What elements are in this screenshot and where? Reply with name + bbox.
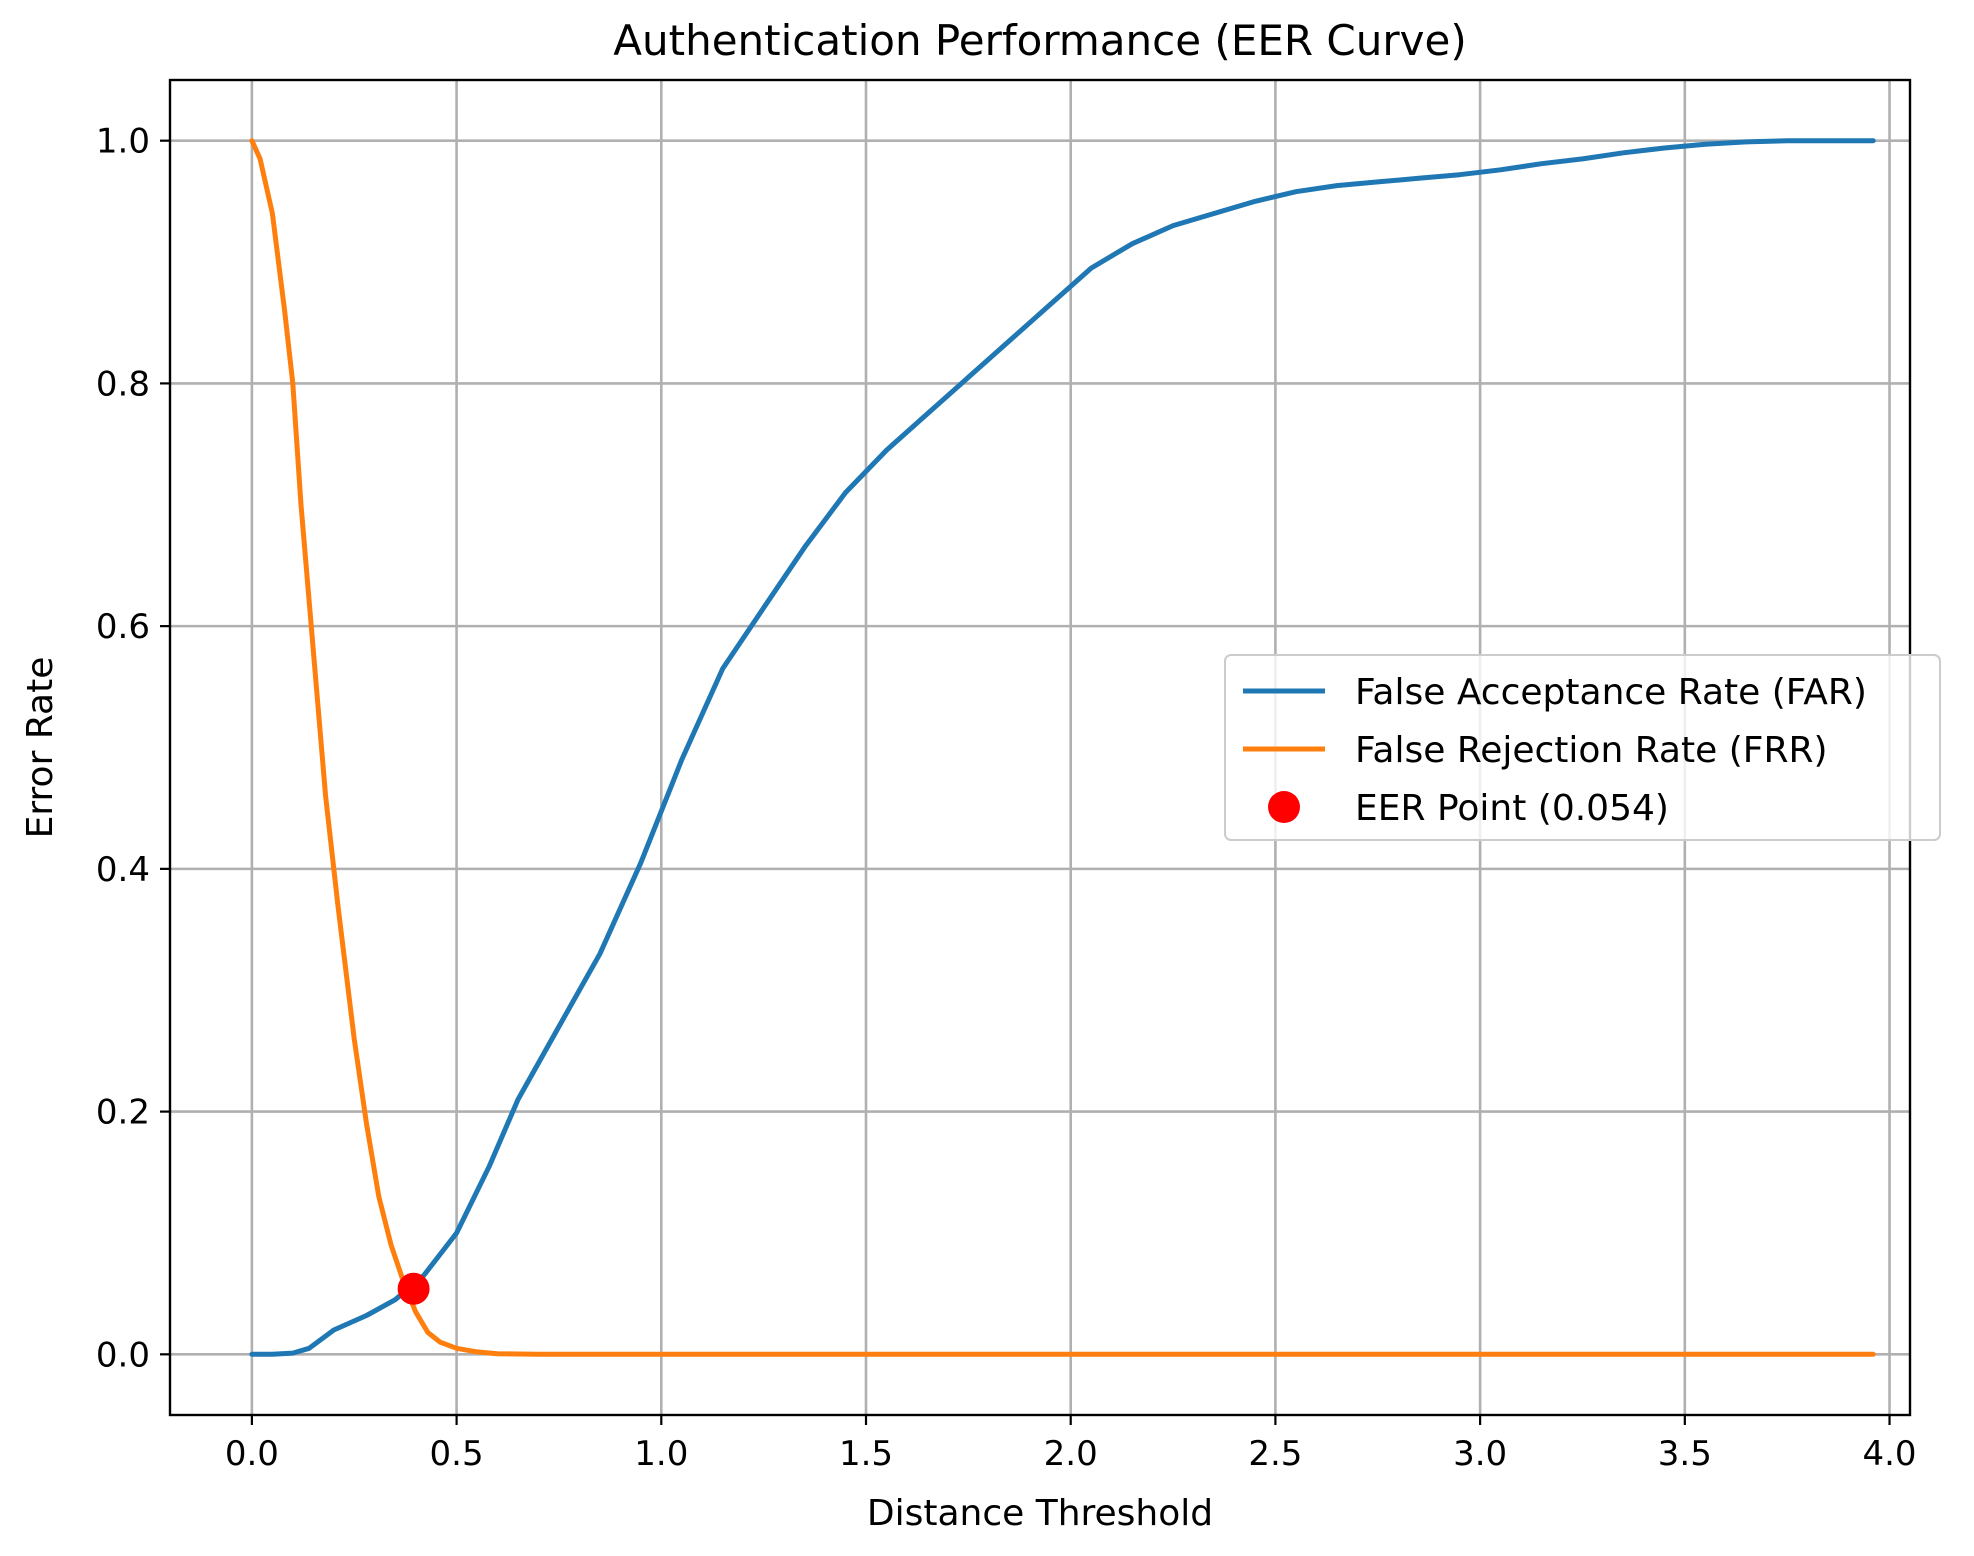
y-axis-label: Error Rate — [20, 657, 61, 839]
y-tick-label: 1.0 — [96, 122, 150, 162]
x-tick-label: 2.5 — [1248, 1434, 1302, 1474]
x-tick-label: 4.0 — [1862, 1434, 1916, 1474]
legend-swatch-eer-point — [1268, 791, 1300, 823]
y-tick-label: 0.0 — [96, 1335, 150, 1375]
legend-label-eer-point: EER Point (0.054) — [1355, 788, 1669, 829]
x-axis-label: Distance Threshold — [867, 1493, 1213, 1534]
x-tick-label: 0.5 — [430, 1434, 484, 1474]
legend: False Acceptance Rate (FAR) False Rejecti… — [1224, 654, 1941, 841]
x-axis-ticks: 0.0 0.5 1.0 1.5 2.0 2.5 3.0 3.5 4.0 — [225, 1415, 1917, 1474]
y-axis-ticks: 0.0 0.2 0.4 0.6 0.8 1.0 — [96, 122, 170, 1375]
x-tick-label: 1.0 — [634, 1434, 688, 1474]
legend-label-false-rejection-rate: False Rejection Rate (FRR) — [1355, 730, 1828, 771]
false-rejection-rate-line — [249, 138, 1876, 1357]
y-tick-label: 0.2 — [96, 1093, 150, 1133]
x-tick-label: 2.0 — [1044, 1434, 1098, 1474]
y-tick-label: 0.8 — [96, 364, 150, 404]
y-tick-label: 0.4 — [96, 850, 150, 890]
eer-point-marker — [397, 1272, 430, 1305]
y-tick-label: 0.6 — [96, 607, 150, 647]
x-tick-label: 3.5 — [1658, 1434, 1712, 1474]
x-tick-label: 0.0 — [225, 1434, 279, 1474]
legend-label-false-acceptance-rate: False Acceptance Rate (FAR) — [1355, 672, 1867, 713]
legend-box — [1224, 654, 1941, 841]
x-tick-label: 3.0 — [1453, 1434, 1507, 1474]
series-group — [249, 138, 1876, 1357]
false-acceptance-rate-line — [249, 138, 1876, 1357]
x-tick-label: 1.5 — [839, 1434, 893, 1474]
chart-title: Authentication Performance (EER Curve) — [613, 16, 1466, 65]
